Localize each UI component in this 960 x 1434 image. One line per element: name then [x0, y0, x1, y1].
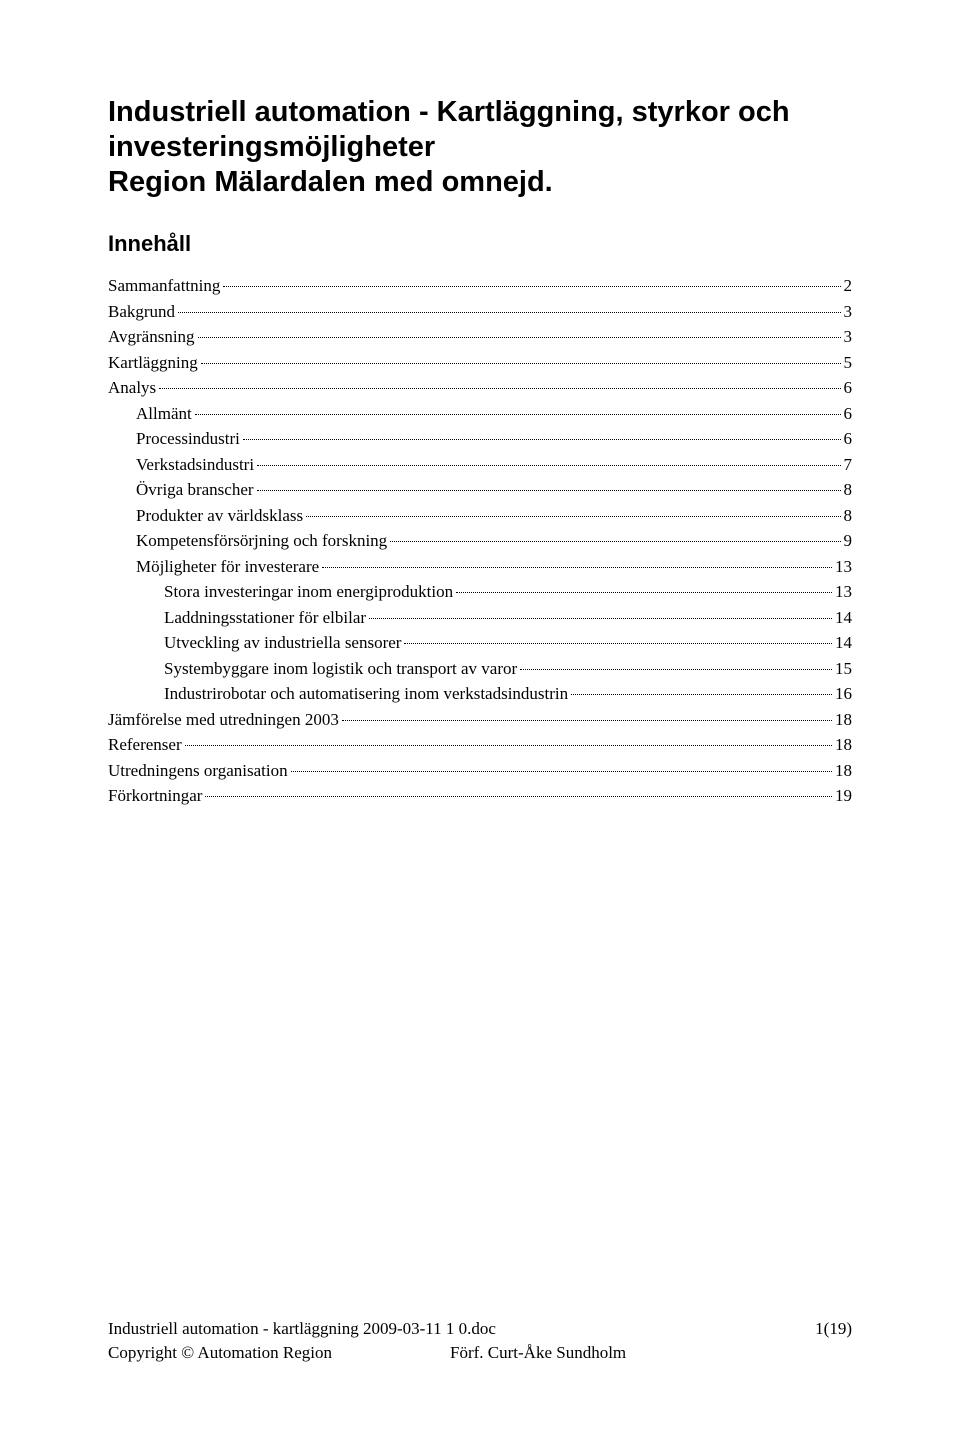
toc-item-label: Allmänt: [136, 401, 192, 427]
toc-item-page: 2: [844, 273, 853, 299]
toc-item: Referenser 18: [108, 732, 852, 758]
toc-leader: [201, 363, 841, 364]
toc-item-label: Sammanfattning: [108, 273, 220, 299]
toc-item-label: Analys: [108, 375, 156, 401]
toc-item-label: Laddningsstationer för elbilar: [164, 605, 366, 631]
toc-item: Systembyggare inom logistik och transpor…: [108, 656, 852, 682]
toc-item-label: Referenser: [108, 732, 182, 758]
toc-item-label: Systembyggare inom logistik och transpor…: [164, 656, 517, 682]
toc-item-label: Jämförelse med utredningen 2003: [108, 707, 339, 733]
toc-leader: [520, 669, 832, 670]
toc-item-page: 7: [844, 452, 853, 478]
toc-leader: [404, 643, 832, 644]
toc-item: Avgränsning 3: [108, 324, 852, 350]
toc-item-page: 6: [844, 375, 853, 401]
toc-item-page: 15: [835, 656, 852, 682]
toc-item-page: 6: [844, 401, 853, 427]
toc-item: Utveckling av industriella sensorer 14: [108, 630, 852, 656]
toc-item: Processindustri 6: [108, 426, 852, 452]
toc-item: Laddningsstationer för elbilar 14: [108, 605, 852, 631]
footer-copyright: Copyright © Automation RegionFörf. Curt-…: [108, 1342, 626, 1364]
toc-heading: Innehåll: [108, 231, 852, 257]
toc-item-label: Övriga branscher: [136, 477, 254, 503]
toc-item-label: Industrirobotar och automatisering inom …: [164, 681, 568, 707]
toc-item-page: 18: [835, 707, 852, 733]
toc-item: Kompetensförsörjning och forskning 9: [108, 528, 852, 554]
toc-leader: [456, 592, 832, 593]
toc-item-label: Utredningens organisation: [108, 758, 288, 784]
toc-item-page: 8: [844, 503, 853, 529]
toc-leader: [257, 465, 840, 466]
toc-leader: [159, 388, 840, 389]
toc-item: Verkstadsindustri 7: [108, 452, 852, 478]
toc-item: Jämförelse med utredningen 2003 18: [108, 707, 852, 733]
toc-item: Förkortningar 19: [108, 783, 852, 809]
toc-leader: [390, 541, 840, 542]
toc-item: Industrirobotar och automatisering inom …: [108, 681, 852, 707]
toc-item: Övriga branscher 8: [108, 477, 852, 503]
footer-author: Förf. Curt-Åke Sundholm: [450, 1343, 626, 1362]
page-footer: Industriell automation - kartläggning 20…: [108, 1318, 852, 1364]
toc-leader: [205, 796, 832, 797]
toc-leader: [342, 720, 832, 721]
toc-leader: [257, 490, 841, 491]
toc-item-page: 18: [835, 732, 852, 758]
toc-item: Utredningens organisation 18: [108, 758, 852, 784]
toc-item: Analys 6: [108, 375, 852, 401]
toc-item-page: 16: [835, 681, 852, 707]
toc-leader: [369, 618, 832, 619]
toc-item: Stora investeringar inom energiproduktio…: [108, 579, 852, 605]
toc-leader: [571, 694, 832, 695]
toc-item-label: Förkortningar: [108, 783, 202, 809]
toc-item-page: 14: [835, 630, 852, 656]
toc-item-label: Produkter av världsklass: [136, 503, 303, 529]
toc-item: Kartläggning 5: [108, 350, 852, 376]
toc-item-label: Processindustri: [136, 426, 240, 452]
toc-item: Bakgrund 3: [108, 299, 852, 325]
footer-filename: Industriell automation - kartläggning 20…: [108, 1318, 496, 1340]
footer-page-number: 1(19): [815, 1318, 852, 1340]
toc-item-page: 13: [835, 554, 852, 580]
toc-item-label: Utveckling av industriella sensorer: [164, 630, 401, 656]
toc-item: Möjligheter för investerare 13: [108, 554, 852, 580]
toc-item-page: 3: [844, 299, 853, 325]
toc-item-label: Bakgrund: [108, 299, 175, 325]
toc-leader: [198, 337, 841, 338]
toc-item-page: 13: [835, 579, 852, 605]
toc-leader: [306, 516, 840, 517]
toc-item: Allmänt 6: [108, 401, 852, 427]
toc-item-page: 3: [844, 324, 853, 350]
toc-item-label: Verkstadsindustri: [136, 452, 254, 478]
toc-leader: [223, 286, 840, 287]
toc-item-page: 8: [844, 477, 853, 503]
toc-item-label: Kompetensförsörjning och forskning: [136, 528, 387, 554]
page-title: Industriell automation - Kartläggning, s…: [108, 95, 852, 199]
toc-leader: [291, 771, 832, 772]
toc-leader: [195, 414, 841, 415]
toc-item-page: 19: [835, 783, 852, 809]
toc-item: Produkter av världsklass 8: [108, 503, 852, 529]
toc-item-page: 18: [835, 758, 852, 784]
toc-item-label: Avgränsning: [108, 324, 195, 350]
toc-item-label: Möjligheter för investerare: [136, 554, 319, 580]
toc-item: Sammanfattning 2: [108, 273, 852, 299]
toc-leader: [178, 312, 840, 313]
toc-item-page: 6: [844, 426, 853, 452]
toc-item-page: 5: [844, 350, 853, 376]
toc-leader: [185, 745, 832, 746]
toc-leader: [322, 567, 832, 568]
toc-item-page: 14: [835, 605, 852, 631]
toc-item-label: Kartläggning: [108, 350, 198, 376]
table-of-contents: Sammanfattning 2Bakgrund 3Avgränsning 3K…: [108, 273, 852, 809]
toc-item-page: 9: [844, 528, 853, 554]
toc-item-label: Stora investeringar inom energiproduktio…: [164, 579, 453, 605]
toc-leader: [243, 439, 841, 440]
